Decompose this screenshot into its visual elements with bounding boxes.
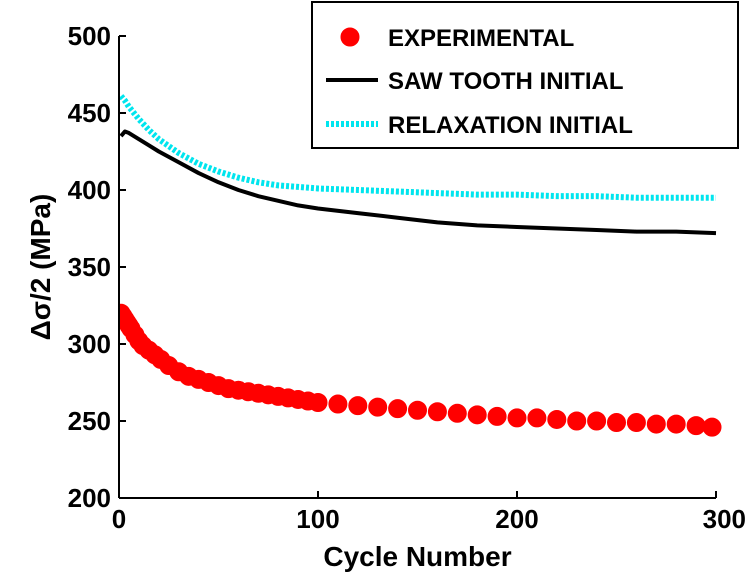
data-point bbox=[348, 396, 368, 416]
data-point bbox=[646, 414, 666, 434]
series-experimental bbox=[119, 303, 722, 437]
legend-label: SAW TOOTH INITIAL bbox=[388, 68, 624, 95]
data-point bbox=[447, 403, 467, 423]
series-saw-tooth-initial bbox=[119, 129, 717, 236]
data-point bbox=[507, 408, 527, 428]
legend: EXPERIMENTAL SAW TOOTH INITIAL RELAXATION … bbox=[311, 1, 739, 149]
legend-label: EXPERIMENTAL bbox=[388, 25, 574, 52]
data-point bbox=[702, 417, 722, 437]
series-line bbox=[119, 94, 716, 201]
y-tick-label: 400 bbox=[68, 175, 111, 205]
y-axis-title: Δσ/2 (MPa) bbox=[25, 194, 56, 341]
data-point bbox=[328, 394, 348, 414]
data-point bbox=[427, 402, 447, 422]
series-layer bbox=[119, 94, 722, 437]
data-point bbox=[587, 411, 607, 431]
data-point bbox=[547, 409, 567, 429]
data-point bbox=[467, 405, 487, 425]
axes-layer: 200 250 300 350 400 450 500 0 100 200 300 bbox=[68, 21, 746, 534]
x-axis-title: Cycle Number bbox=[323, 541, 511, 572]
y-tick-label: 500 bbox=[68, 21, 111, 51]
y-tick-label: 450 bbox=[68, 98, 111, 128]
x-tick-label: 100 bbox=[296, 504, 339, 534]
series-line bbox=[119, 129, 717, 236]
x-tick-label: 0 bbox=[112, 504, 126, 534]
data-point bbox=[686, 416, 706, 436]
data-point bbox=[408, 400, 427, 420]
data-point bbox=[388, 399, 408, 419]
data-point bbox=[567, 411, 587, 431]
y-tick-label: 350 bbox=[68, 252, 111, 282]
data-point bbox=[626, 413, 646, 433]
y-tick-label: 300 bbox=[68, 329, 111, 359]
data-point bbox=[607, 413, 626, 433]
series-relaxation-initial bbox=[119, 94, 716, 201]
legend-marker bbox=[340, 27, 360, 47]
data-point bbox=[368, 397, 388, 417]
x-tick-label: 300 bbox=[703, 504, 746, 534]
legend-box bbox=[311, 1, 739, 149]
data-point bbox=[487, 406, 507, 426]
x-tick-label: 200 bbox=[495, 504, 538, 534]
legend-label: RELAXATION INITIAL bbox=[388, 112, 633, 139]
data-point bbox=[527, 408, 547, 428]
data-point bbox=[308, 393, 328, 413]
y-tick-label: 250 bbox=[68, 406, 111, 436]
data-point bbox=[666, 414, 686, 434]
y-tick-label: 200 bbox=[68, 483, 111, 513]
